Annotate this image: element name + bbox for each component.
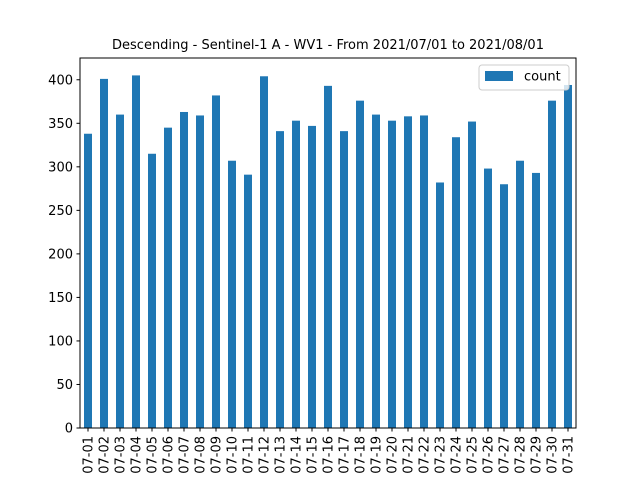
y-tick-label: 400: [48, 73, 73, 88]
bar-07-16: [324, 85, 332, 429]
y-axis: 0 50 100 150 200 250 300 350 400: [48, 73, 80, 437]
y-tick-label: 250: [48, 204, 73, 219]
legend-swatch: [485, 71, 513, 81]
bar-07-11: [244, 174, 252, 428]
bar-07-10: [228, 160, 236, 429]
bar-07-12: [260, 76, 268, 428]
x-tick-label: 07-22: [418, 436, 433, 474]
bar-07-24: [452, 137, 460, 428]
x-tick-label: 07-15: [306, 436, 321, 474]
x-tick-label: 07-06: [162, 436, 177, 474]
bar-07-28: [516, 160, 524, 429]
y-tick-label: 100: [48, 334, 73, 349]
x-tick-label: 07-07: [178, 436, 193, 474]
x-tick-label: 07-17: [338, 436, 353, 474]
bar-07-25: [468, 121, 476, 429]
x-tick-label: 07-05: [146, 436, 161, 474]
bar-07-14: [292, 120, 300, 429]
plot-frame: [79, 57, 577, 429]
x-tick-label: 07-12: [258, 436, 273, 474]
y-tick-label: 50: [56, 378, 73, 393]
y-tick-label: 300: [48, 160, 73, 175]
x-tick-label: 07-20: [386, 436, 401, 474]
x-tick-label: 07-03: [114, 436, 129, 474]
x-tick-label: 07-19: [370, 436, 385, 474]
bar-07-30: [548, 100, 556, 428]
bar-07-05: [148, 153, 156, 428]
bar-07-19: [372, 114, 380, 428]
x-tick-label: 07-14: [290, 436, 305, 474]
x-tick-label: 07-23: [434, 436, 449, 474]
bar-07-27: [500, 184, 508, 428]
legend-label: count: [524, 70, 561, 85]
bar-07-23: [436, 182, 444, 428]
bar-07-02: [100, 78, 108, 428]
x-tick-label: 07-08: [194, 436, 209, 474]
x-tick-label: 07-25: [466, 436, 481, 474]
x-axis: 07-01 07-02 07-03 07-04 07-05 07-06 07-07 07-08…: [82, 428, 577, 474]
bar-07-26: [484, 168, 492, 428]
bar-07-13: [276, 131, 284, 428]
x-tick-label: 07-28: [514, 436, 529, 474]
x-tick-label: 07-09: [210, 436, 225, 474]
bar-07-31: [564, 84, 572, 429]
bar-07-09: [212, 95, 220, 428]
bar-07-03: [116, 114, 124, 428]
y-tick-label: 350: [48, 117, 73, 132]
bar-07-01: [84, 133, 92, 429]
y-tick-label: 0: [65, 422, 73, 437]
x-tick-label: 07-10: [226, 436, 241, 474]
bar-07-21: [404, 116, 412, 428]
bar-07-06: [164, 127, 172, 429]
bar-07-17: [340, 131, 348, 428]
bar-07-20: [388, 120, 396, 429]
x-tick-label: 07-02: [98, 436, 113, 474]
bar-07-22: [420, 115, 428, 429]
bar-07-18: [356, 100, 364, 428]
x-tick-label: 07-01: [82, 436, 97, 474]
x-tick-label: 07-31: [562, 436, 577, 474]
x-tick-label: 07-21: [402, 436, 417, 474]
legend: count: [478, 64, 570, 91]
x-tick-label: 07-18: [354, 436, 369, 474]
bars-group: [84, 75, 572, 429]
x-tick-label: 07-13: [274, 436, 289, 474]
bar-07-04: [132, 75, 140, 428]
bar-07-15: [308, 125, 316, 428]
x-tick-label: 07-04: [130, 436, 145, 474]
x-tick-label: 07-16: [322, 436, 337, 474]
bar-07-08: [196, 115, 204, 429]
chart-title: Descending - Sentinel-1 A - WV1 - From 2…: [112, 38, 544, 53]
x-tick-label: 07-26: [482, 436, 497, 474]
bar-07-07: [180, 111, 188, 428]
bar-07-29: [532, 172, 540, 428]
x-tick-label: 07-11: [242, 436, 257, 474]
y-tick-label: 200: [48, 247, 73, 262]
y-tick-label: 150: [48, 291, 73, 306]
x-tick-label: 07-27: [498, 436, 513, 474]
x-tick-label: 07-30: [546, 436, 561, 474]
x-tick-label: 07-24: [450, 436, 465, 474]
x-tick-label: 07-29: [530, 436, 545, 474]
